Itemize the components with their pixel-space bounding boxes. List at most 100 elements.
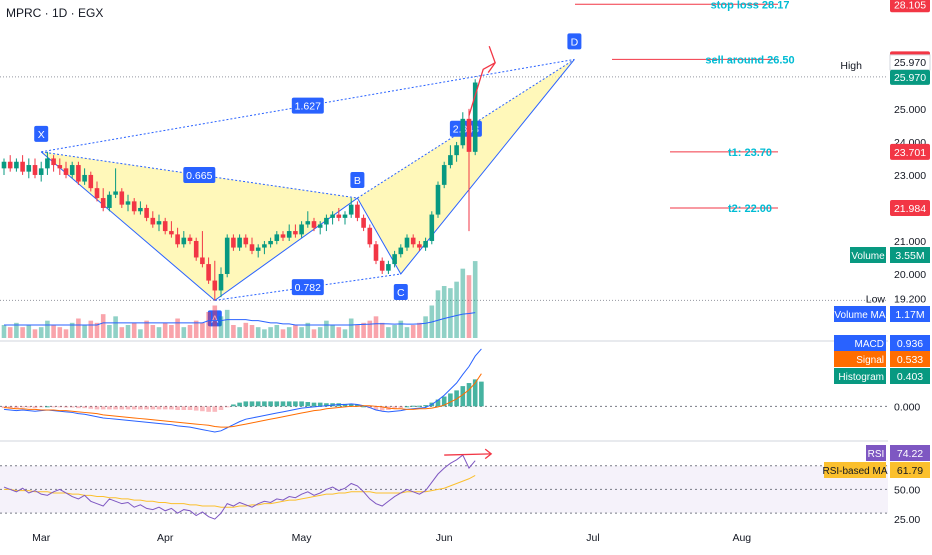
macd-histogram-bar <box>311 402 317 407</box>
volume-bar <box>131 322 137 338</box>
volume-bar <box>317 327 323 338</box>
time-axis-tick: Aug <box>732 532 751 544</box>
volume-bar <box>286 327 292 338</box>
volume-bar <box>224 309 230 338</box>
candle-body <box>88 174 94 189</box>
volume-bar <box>26 325 32 338</box>
macd-histogram-bar <box>63 406 69 408</box>
macd-histogram-bar <box>448 393 453 407</box>
volume-bar <box>460 268 466 338</box>
candle-body <box>472 82 478 152</box>
candle-body <box>162 221 168 232</box>
macd-histogram-bar <box>280 401 286 407</box>
target-level-axis-value: 21.984 <box>894 203 926 215</box>
volume-bar <box>417 322 422 338</box>
macd-histogram-bar <box>286 401 292 407</box>
candle-body <box>324 217 329 225</box>
rsi-ma-label-bg <box>824 462 886 478</box>
volume-ma-label: Volume MA <box>834 310 885 321</box>
volume-bar <box>404 327 410 338</box>
candle-body <box>268 240 273 245</box>
macd-tag-label-bg <box>834 335 886 351</box>
macd-histogram-bar <box>224 406 230 408</box>
macd-tag-value-bg <box>890 351 930 367</box>
candle-body <box>305 221 311 225</box>
volume-bar <box>187 325 193 338</box>
volume-bar <box>200 322 205 338</box>
candle-body <box>255 247 261 251</box>
macd-histogram-bar <box>76 406 81 409</box>
volume-bar <box>305 322 311 338</box>
candle-body <box>224 237 230 274</box>
macd-tag-label: MACD <box>855 339 884 350</box>
volume-bar <box>255 327 261 338</box>
time-axis-tick: Jul <box>586 532 599 544</box>
macd-histogram-bar <box>20 406 25 408</box>
volume-bar <box>237 327 242 338</box>
volume-bar <box>193 320 199 338</box>
volume-bar <box>119 327 125 338</box>
macd-histogram-bar <box>355 404 360 407</box>
volume-bar <box>342 329 348 338</box>
volume-bar <box>1 325 7 338</box>
price-axis-tick: 20.000 <box>894 269 926 281</box>
volume-bar <box>88 320 94 338</box>
macd-histogram-bar <box>454 390 459 407</box>
volume-bar <box>212 305 218 338</box>
volume-bar <box>57 327 63 338</box>
volume-bar <box>330 325 335 338</box>
volume-bar <box>144 320 149 338</box>
candle-body <box>262 244 267 248</box>
volume-bar <box>169 325 174 338</box>
macd-histogram-bar <box>162 406 168 410</box>
volume-bar <box>398 320 404 338</box>
volume-bar <box>379 322 385 338</box>
macd-histogram-bar <box>398 406 404 409</box>
candle-body <box>32 165 38 175</box>
macd-histogram-bar <box>175 406 180 410</box>
macd-histogram-bar <box>125 406 131 410</box>
pattern-point-bg <box>207 310 222 327</box>
macd-histogram-bar <box>187 406 193 410</box>
volume-bar <box>324 320 329 338</box>
candle-body <box>212 280 218 291</box>
macd-histogram-bar <box>243 401 249 407</box>
candle-body <box>379 260 385 271</box>
volume-bar <box>262 329 267 338</box>
macd-histogram-bar <box>348 403 354 407</box>
macd-histogram-bar <box>107 406 112 410</box>
candle-body <box>299 224 304 235</box>
candle-body <box>156 221 162 225</box>
volume-bar <box>218 316 224 338</box>
rsi-label: RSI <box>868 449 885 460</box>
volume-bar <box>293 325 298 338</box>
volume-bar <box>268 327 273 338</box>
rsi-line <box>3 454 476 520</box>
volume-bar <box>45 320 50 338</box>
target-level-label: t1: 23.70 <box>728 147 772 159</box>
candle-body <box>200 257 205 265</box>
rsi-axis-tick: 50.00 <box>894 484 920 496</box>
macd-histogram-bar <box>51 406 56 408</box>
pattern-ratio-bg <box>291 279 324 296</box>
volume-bar <box>466 275 472 338</box>
rsi-ma-label: RSI-based MA <box>822 466 887 477</box>
forecast-arrow-head <box>487 45 496 73</box>
symbol-title: MPRC · 1D · EGX <box>6 6 104 20</box>
candle-body <box>249 244 255 251</box>
pattern-ratio-label: 0.782 <box>295 282 321 294</box>
volume-bar <box>175 318 180 338</box>
macd-histogram-bar <box>404 406 410 408</box>
candle-body <box>355 204 360 218</box>
candle-body <box>175 234 180 245</box>
target-level-axis-bg <box>890 199 930 216</box>
volume-bar <box>107 325 112 338</box>
candle-body <box>417 244 422 248</box>
price-axis-tick: 23.000 <box>894 170 926 182</box>
candle-body <box>63 168 69 175</box>
volume-label-bg <box>850 247 886 263</box>
macd-histogram-bar <box>479 381 484 407</box>
macd-histogram-bar <box>218 406 224 410</box>
